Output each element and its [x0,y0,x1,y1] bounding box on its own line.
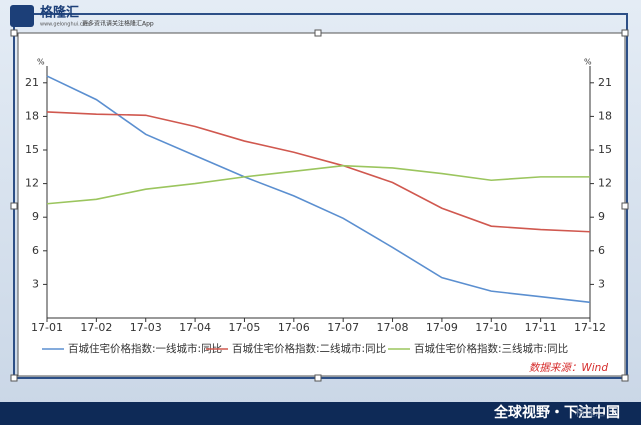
x-tick-label: 17-11 [525,321,557,334]
y2-tick-label: 12 [598,177,612,190]
logo: 格隆汇 [40,5,79,21]
x-tick-label: 17-10 [475,321,507,334]
legend-label: 百城住宅价格指数:三线城市:同比 [414,342,568,355]
x-tick-label: 17-06 [278,321,310,334]
slogan: 全球视野・下注中国 [493,404,620,421]
y2-tick-label: 9 [598,210,605,223]
series-line [46,164,590,205]
x-tick-label: 17-12 [574,321,606,334]
watermark: 格隆汇 [575,406,605,419]
x-tick-label: 17-01 [31,321,63,334]
footer-bar [0,402,641,425]
x-tick-label: 17-04 [179,321,211,334]
y-tick-label: 12 [25,177,39,190]
source: 数据来源：Wind [529,362,608,374]
series-line [46,75,591,304]
y-tick-label: 15 [25,143,39,156]
y2-tick-label: 6 [598,244,605,257]
y-tick-label: 6 [32,244,39,257]
tagline: 更多资讯请关注格隆汇App [82,20,154,28]
x-tick-label: 17-08 [377,321,409,334]
x-tick-label: 17-02 [80,321,112,334]
series-line [46,111,591,233]
y2-tick-label: 15 [598,143,612,156]
y2-tick-label: 21 [598,76,612,89]
y-tick-label: 18 [25,109,39,122]
x-tick-label: 17-05 [228,321,260,334]
y-tick-label: 21 [25,76,39,89]
x-tick-label: 17-09 [426,321,458,334]
legend-label: 百城住宅价格指数:一线城市:同比 [68,342,222,355]
y2-unit: % [584,58,592,67]
handles[interactable] [10,29,629,382]
plot: % % 3 6 9 12 15 18 21 3 6 9 12 15 18 21 17-01 17-02 17-03 1… [25,58,612,375]
y-tick-label: 3 [32,277,39,290]
x-tick-label: 17-07 [327,321,359,334]
x-tick-label: 17-03 [130,321,162,334]
y2-tick-label: 3 [598,277,605,290]
y-unit: % [37,58,45,67]
legend-label: 百城住宅价格指数:二线城市:同比 [232,342,386,355]
site: www.gelonghui.com [40,22,91,28]
y-tick-label: 9 [32,210,39,223]
y2-tick-label: 18 [598,109,612,122]
logo-icon [10,5,34,27]
